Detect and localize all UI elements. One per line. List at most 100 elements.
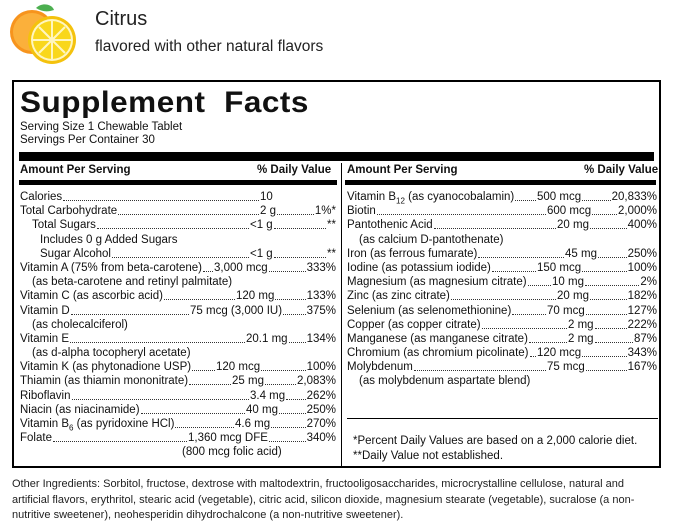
nutrient-label: Vitamin B12 (as cyanocobalamin): [347, 191, 515, 206]
nutrient-daily-value: 270%: [306, 418, 336, 430]
dot-leader: [528, 341, 567, 343]
nutrient-label: Calories: [20, 191, 63, 203]
dot-leader: [582, 200, 611, 201]
nutrient-daily-value: 133%: [306, 290, 336, 303]
dot-leader: [286, 398, 306, 400]
dot-leader: [515, 200, 536, 201]
dot-leader: [478, 256, 564, 258]
product-header: Citrus flavored with other natural flavo…: [0, 0, 673, 78]
nutrient-amount: 20.1 mg: [246, 332, 288, 345]
dot-leader: [433, 228, 556, 230]
serving-size: Serving Size 1 Chewable Tablet: [20, 121, 183, 133]
nutrient-label: Vitamin K (as phytonadione USP): [20, 361, 192, 374]
nutrient-label: Copper (as copper citrate): [347, 318, 481, 331]
dot-leader: [140, 412, 245, 414]
dot-leader: [413, 370, 546, 372]
left-nutrient-row: Niacin (as niacinamide) 40 mg 250%: [20, 403, 336, 417]
nutrient-label: Folate: [20, 432, 52, 445]
left-header-rule: [19, 180, 337, 185]
nutrient-label: Selenium (as selenomethionine): [347, 304, 512, 317]
left-nutrient-row: (as d-alpha tocopheryl acetate): [20, 346, 336, 360]
right-nutrient-row: Iodine (as potassium iodide) 150 mcg 100%: [347, 261, 657, 275]
dot-leader: [70, 341, 245, 343]
nutrient-daily-value: 182%: [627, 290, 657, 303]
nutrient-amount: 600 mcg: [547, 205, 592, 218]
dot-leader: [582, 356, 627, 358]
left-nutrient-row: Includes 0 g Added Sugars: [20, 233, 336, 247]
nutrient-label: (as beta-carotene and retinyl palmitate): [32, 276, 233, 289]
dot-leader: [70, 313, 189, 315]
thick-rule: [19, 152, 654, 161]
flavor-subtitle: flavored with other natural flavors: [95, 38, 324, 55]
dot-leader: [589, 228, 627, 230]
dot-leader: [118, 214, 259, 216]
nutrient-label: Magnesium (as magnesium citrate): [347, 276, 527, 289]
nutrient-amount: 2 mg: [568, 318, 594, 331]
dot-leader: [585, 370, 627, 372]
dot-leader: [268, 441, 306, 443]
nutrient-daily-value: 87%: [633, 332, 657, 345]
dot-leader: [584, 285, 640, 287]
dot-leader: [52, 441, 187, 443]
left-amount-header: Amount Per Serving: [20, 164, 131, 176]
nutrient-amount: 75 mcg (3,000 IU): [190, 304, 283, 317]
nutrient-daily-value: 2,083%: [296, 375, 336, 388]
nutrient-daily-value: **: [327, 247, 336, 260]
nutrient-label: Vitamin E: [20, 332, 70, 345]
nutrient-label: Molybdenum: [347, 361, 413, 374]
left-nutrient-row: Riboflavin 3.4 mg 262%: [20, 389, 336, 403]
right-nutrient-row: Selenium (as selenomethionine) 70 mcg 127%: [347, 304, 657, 318]
panel-title: Supplement Facts: [20, 86, 309, 119]
dot-leader: [71, 398, 249, 400]
dot-leader: [592, 214, 617, 216]
nutrient-daily-value: 100%: [306, 361, 336, 374]
dot-leader: [63, 200, 259, 201]
nutrient-amount: 10: [260, 191, 273, 203]
nutrient-label: Niacin (as niacinamide): [20, 403, 140, 416]
left-nutrient-row: (as cholecalciferol): [20, 318, 336, 332]
left-nutrient-row: Calories 10: [20, 190, 336, 204]
nutrient-daily-value: 1%*: [314, 205, 336, 218]
nutrient-label: Zinc (as zinc citrate): [347, 290, 450, 303]
right-amount-header: Amount Per Serving: [347, 164, 458, 176]
left-nutrient-row: Vitamin A (75% from beta-carotene) 3,000 …: [20, 261, 336, 275]
nutrient-daily-value: 100%: [627, 261, 657, 274]
right-dv-header: % Daily Value: [584, 164, 659, 176]
other-ingredients: Other Ingredients: Sorbitol, fructose, d…: [12, 478, 635, 521]
nutrient-daily-value: 340%: [306, 432, 336, 445]
right-nutrient-row: Zinc (as zinc citrate) 20 mg 182%: [347, 289, 657, 303]
nutrient-daily-value: 127%: [627, 304, 657, 317]
dot-leader: [585, 313, 627, 315]
right-nutrient-row: Manganese (as manganese citrate) 2 mg 87%: [347, 332, 657, 346]
nutrient-amount: 45 mg: [565, 247, 597, 260]
left-nutrient-row: (800 mcg folic acid): [20, 445, 336, 459]
right-nutrient-row: Magnesium (as magnesium citrate) 10 mg 2%: [347, 275, 657, 289]
nutrient-label: Pantothenic Acid: [347, 219, 433, 232]
nutrient-label: Vitamin D: [20, 304, 70, 317]
dot-leader: [529, 356, 536, 358]
nutrient-amount: <1 g: [250, 219, 273, 232]
dv-footnote: *Percent Daily Values are based on a 2,0…: [353, 435, 638, 447]
dot-leader: [163, 299, 235, 301]
supplement-facts-panel: Supplement Facts Serving Size 1 Chewable…: [12, 80, 661, 468]
dot-leader: [283, 313, 306, 315]
nutrient-amount: 2 mg: [568, 332, 594, 345]
nutrient-amount: 120 mcg: [216, 361, 261, 374]
nutrient-daily-value: 333%: [306, 261, 336, 274]
right-nutrient-list: Vitamin B12 (as cyanocobalamin) 500 mcg 20…: [347, 190, 657, 389]
dot-leader: [491, 270, 536, 272]
nutrient-daily-value: 400%: [627, 219, 657, 232]
right-nutrient-row: Copper (as copper citrate) 2 mg 222%: [347, 318, 657, 332]
left-nutrient-row: Total Sugars <1 g **: [20, 218, 336, 232]
nutrient-label: Chromium (as chromium picolinate): [347, 347, 529, 360]
nutrient-amount: 1,360 mcg DFE: [188, 432, 268, 445]
nutrient-daily-value: 262%: [306, 389, 336, 402]
dot-leader: [582, 270, 627, 272]
dot-leader: [175, 427, 234, 428]
dot-leader: [111, 256, 249, 258]
right-nutrient-row: Iron (as ferrous fumarate) 45 mg 250%: [347, 247, 657, 261]
left-nutrient-row: Vitamin C (as ascorbic acid) 120 mg 133%: [20, 289, 336, 303]
dot-leader: [268, 270, 306, 272]
left-nutrient-row: Vitamin B6 (as pyridoxine HCl) 4.6 mg 270%: [20, 417, 336, 432]
left-nutrient-row: Sugar Alcohol <1 g **: [20, 247, 336, 261]
